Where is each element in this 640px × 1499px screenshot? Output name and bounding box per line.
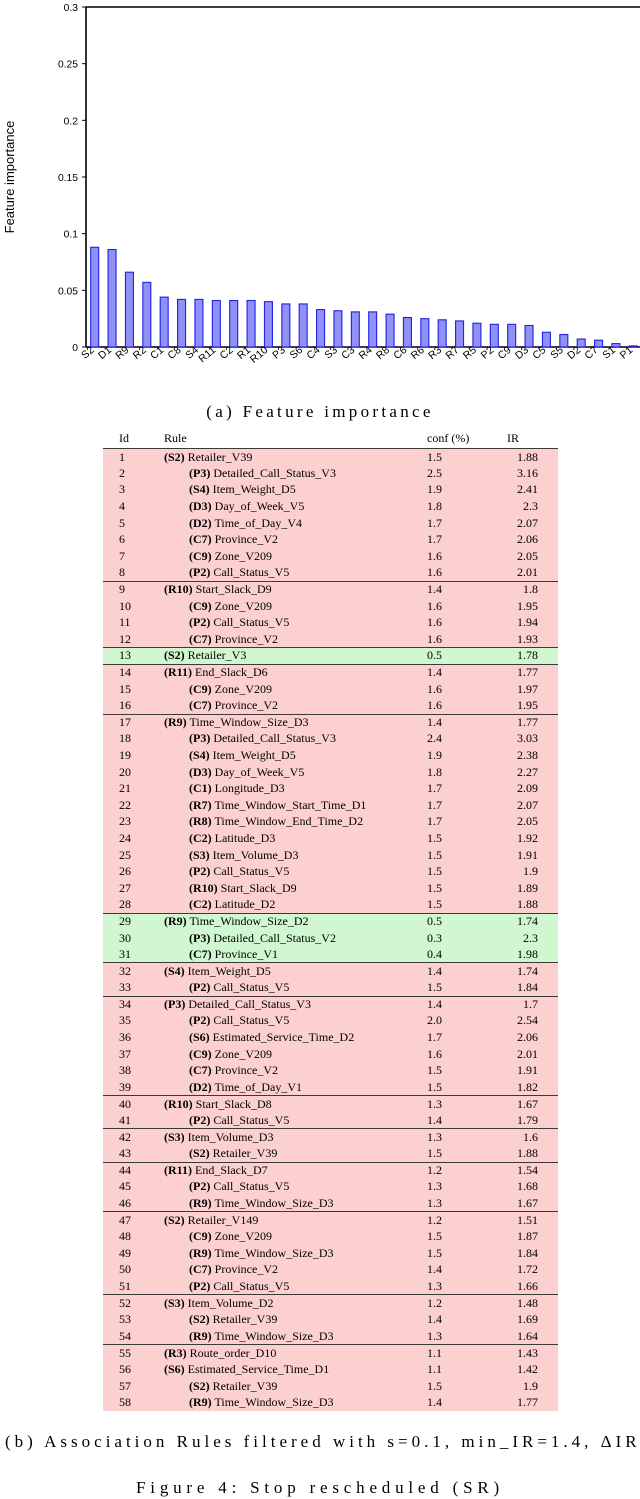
svg-text:Feature importance: Feature importance (2, 121, 17, 234)
svg-text:0.1: 0.1 (64, 230, 79, 241)
svg-text:0.2: 0.2 (64, 116, 79, 127)
svg-text:0.05: 0.05 (58, 286, 78, 297)
svg-text:0.3: 0.3 (64, 3, 79, 14)
svg-text:0: 0 (72, 343, 78, 354)
svg-text:0.25: 0.25 (58, 60, 78, 71)
svg-text:0.15: 0.15 (58, 173, 78, 184)
